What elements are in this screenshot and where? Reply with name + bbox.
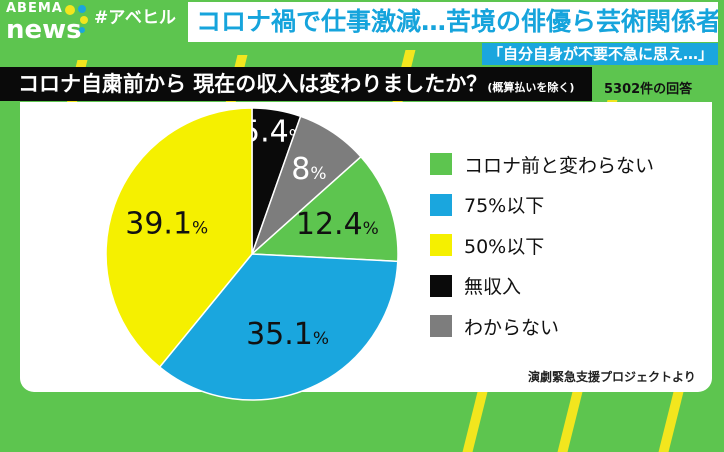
abema-news-logo: ABEMA news — [6, 2, 82, 44]
legend-label: 無収入 — [464, 276, 522, 299]
response-count: 5302件の回答 — [604, 82, 693, 97]
subheadline: 「自分自身が不要不急に思え…」 — [482, 43, 718, 65]
legend-item: 50%以下 — [430, 225, 654, 266]
legend-swatch — [430, 193, 452, 216]
logo-dots-icon — [65, 5, 88, 33]
legend-swatch — [430, 315, 452, 338]
hashtag: #アベヒル — [94, 8, 176, 28]
logo-bottom: news — [6, 15, 82, 45]
legend-label: コロナ前と変わらない — [464, 154, 655, 177]
question-bar: コロナ自粛前から 現在の収入は変わりましたか？(概算払いを除く) — [0, 67, 592, 101]
question-note: (概算払いを除く) — [487, 81, 575, 94]
legend-item: 無収入 — [430, 266, 654, 307]
legend-label: 75%以下 — [464, 195, 545, 218]
pie-slice — [158, 253, 399, 401]
slice-label: 12.4% — [296, 207, 379, 242]
source-note: 演劇緊急支援プロジェクトより — [528, 370, 696, 384]
legend-label: わからない — [464, 316, 560, 339]
decor-stripe — [658, 392, 684, 452]
legend-swatch — [430, 274, 452, 297]
legend-label: 50%以下 — [464, 235, 545, 258]
legend-item: コロナ前と変わらない — [430, 144, 654, 185]
logo-top: ABEMA — [6, 1, 63, 16]
decor-stripe — [462, 392, 488, 452]
question-text: コロナ自粛前から 現在の収入は変わりましたか？ — [18, 72, 488, 96]
pie-chart: 5.4%8%12.4%35.1%39.1% — [105, 107, 399, 401]
pie-slice — [105, 107, 253, 369]
slice-label: 39.1% — [125, 207, 208, 242]
slice-label: 35.1% — [246, 317, 329, 352]
headline: コロナ禍で仕事激減…苦境の俳優ら芸術関係者 — [188, 2, 718, 42]
legend-item: わからない — [430, 306, 654, 347]
pie-slice — [250, 155, 399, 263]
legend-swatch — [430, 234, 452, 257]
legend: コロナ前と変わらない 75%以下 50%以下無収入わからない — [430, 144, 654, 347]
chart-panel: 5.4%8%12.4%35.1%39.1% コロナ前と変わらない75%以下50%… — [20, 102, 712, 401]
decor-stripe — [557, 392, 583, 452]
legend-swatch — [430, 153, 452, 176]
legend-item: 75%以下 — [430, 185, 654, 226]
slice-label: 8% — [291, 152, 326, 187]
